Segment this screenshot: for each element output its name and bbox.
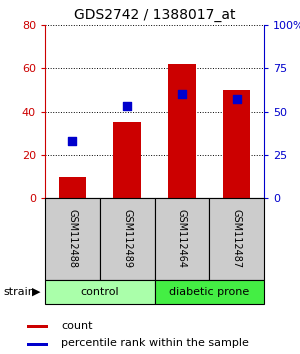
Text: GSM112488: GSM112488 — [68, 210, 77, 268]
Text: count: count — [61, 321, 92, 331]
Bar — [45, 280, 154, 304]
Bar — [154, 198, 209, 280]
Text: GSM112464: GSM112464 — [177, 210, 187, 268]
Title: GDS2742 / 1388017_at: GDS2742 / 1388017_at — [74, 8, 235, 22]
Text: strain: strain — [3, 287, 35, 297]
Bar — [27, 343, 48, 346]
Bar — [59, 177, 86, 198]
Text: ▶: ▶ — [32, 287, 40, 297]
Point — [179, 91, 184, 97]
Text: percentile rank within the sample: percentile rank within the sample — [61, 338, 249, 348]
Bar — [100, 198, 154, 280]
Text: control: control — [80, 287, 119, 297]
Bar — [113, 122, 141, 198]
Bar — [45, 198, 100, 280]
Bar — [27, 325, 48, 328]
Text: GSM112489: GSM112489 — [122, 210, 132, 268]
Bar — [168, 64, 196, 198]
Point — [234, 97, 239, 102]
Bar — [223, 90, 250, 198]
Bar — [154, 280, 264, 304]
Point — [125, 103, 130, 109]
Point — [70, 138, 75, 144]
Text: GSM112487: GSM112487 — [232, 209, 242, 269]
Bar — [209, 198, 264, 280]
Text: diabetic prone: diabetic prone — [169, 287, 249, 297]
